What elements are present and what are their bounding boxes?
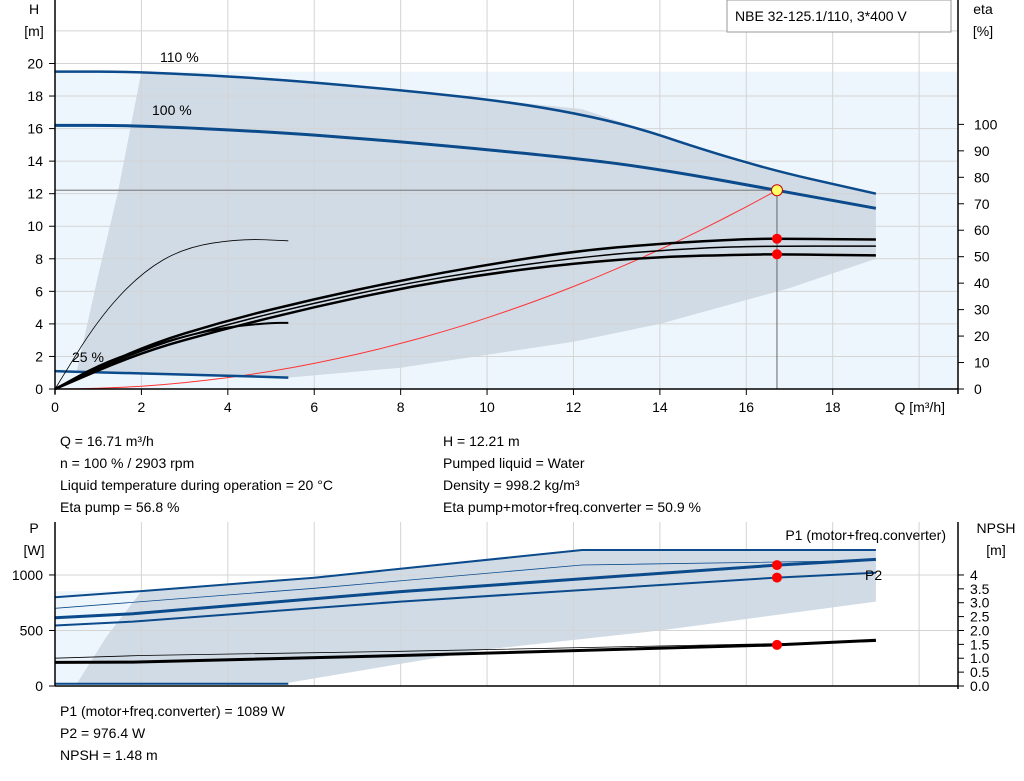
- p1-curve: [54, 557, 876, 620]
- results-right: H = 12.21 m Pumped liquid = Water Densit…: [443, 430, 701, 518]
- y-tick-label: 20: [27, 55, 43, 71]
- y-tick-label: 12: [27, 186, 43, 202]
- curve-label-100: 100 %: [152, 102, 192, 118]
- pump-title: NBE 32-125.1/110, 3*400 V: [735, 8, 907, 24]
- head-curve-110: [55, 70, 877, 195]
- y2-tick-label: 80: [974, 169, 990, 185]
- p-axis-label: P: [29, 520, 38, 536]
- y-tick-label: 16: [27, 121, 43, 137]
- result-p2: P2 = 976.4 W: [60, 725, 146, 741]
- y2-tick-label: 20: [974, 328, 990, 344]
- x-tick-label: 6: [310, 399, 318, 415]
- npsh-point: [771, 639, 782, 650]
- result-npsh: NPSH = 1.48 m: [60, 747, 158, 763]
- y2-tick-label: 100: [974, 116, 998, 132]
- result-h: H = 12.21 m: [443, 433, 520, 449]
- p1-label: P1 (motor+freq.converter): [785, 527, 946, 543]
- result-n: n = 100 % / 2903 rpm: [60, 455, 195, 471]
- p-axis-unit: [W]: [24, 542, 45, 558]
- p-tick-label: 1000: [12, 567, 43, 583]
- y-tick-label: 4: [35, 316, 43, 332]
- p1-point: [771, 560, 782, 571]
- result-liquid: Pumped liquid = Water: [443, 455, 585, 471]
- y2-axis-unit: [%]: [973, 23, 993, 39]
- eta-total-point: [771, 249, 782, 260]
- p2-point: [771, 572, 782, 583]
- x-tick-label: 4: [224, 399, 232, 415]
- y-tick-label: 18: [27, 88, 43, 104]
- y2-tick-label: 60: [974, 222, 990, 238]
- npsh-tick-label: 3.5: [970, 581, 990, 597]
- npsh-tick-label: 2.5: [970, 609, 990, 625]
- npsh-tick-label: 3.0: [970, 595, 990, 611]
- npsh-tick-label: 0.0: [970, 678, 990, 694]
- result-temp: Liquid temperature during operation = 20…: [60, 477, 333, 493]
- duty-point: [770, 184, 783, 197]
- y-tick-label: 14: [27, 153, 43, 169]
- result-q: Q = 16.71 m³/h: [60, 433, 154, 449]
- head-curve-25: [54, 369, 289, 379]
- npsh-tick-label: 2.0: [970, 622, 990, 638]
- results-power: P1 (motor+freq.converter) = 1089 W P2 = …: [60, 700, 285, 766]
- bg: [55, 64, 142, 73]
- npsh-curve: [54, 641, 876, 659]
- x-tick-label: 16: [739, 399, 755, 415]
- y-axis-label: H: [29, 1, 39, 17]
- npsh-axis-unit: [m]: [986, 542, 1005, 558]
- title-box: [726, 0, 952, 33]
- eta-curve: [54, 239, 289, 390]
- y-tick-label: 2: [35, 348, 43, 364]
- x-tick-label: 14: [652, 399, 668, 415]
- eta-curve: [54, 237, 876, 391]
- npsh-tick-label: 0.5: [970, 664, 990, 680]
- x-axis-label: Q [m³/h]: [894, 399, 945, 415]
- operating-envelope: [76, 71, 876, 378]
- y-tick-label: 10: [27, 218, 43, 234]
- curve-label-25: 25 %: [72, 349, 104, 365]
- system-curve: [54, 189, 778, 390]
- y2-tick-label: 50: [974, 249, 990, 265]
- x-tick-label: 0: [51, 399, 59, 415]
- y-tick-label: 8: [35, 251, 43, 267]
- npsh-tick-label: 1.0: [970, 650, 990, 666]
- npsh-tick-label: 4: [970, 567, 978, 583]
- eta-pump-point: [771, 233, 782, 244]
- y-axis-unit: [m]: [24, 23, 43, 39]
- p2-curve: [54, 571, 876, 627]
- results-left: Q = 16.71 m³/h n = 100 % / 2903 rpm Liqu…: [60, 430, 333, 518]
- x-tick-label: 8: [397, 399, 405, 415]
- result-eta-pump: Eta pump = 56.8 %: [60, 499, 180, 515]
- result-density: Density = 998.2 kg/m³: [443, 477, 580, 493]
- eta-curve: [54, 321, 289, 390]
- y2-tick-label: 30: [974, 302, 990, 318]
- y2-tick-label: 70: [974, 196, 990, 212]
- npsh-tick-label: 1.5: [970, 636, 990, 652]
- x-tick-label: 12: [566, 399, 582, 415]
- y2-tick-label: 90: [974, 143, 990, 159]
- p2-label: P2: [865, 567, 882, 583]
- result-eta-total: Eta pump+motor+freq.converter = 50.9 %: [443, 499, 701, 515]
- p-tick-label: 500: [20, 622, 44, 638]
- y2-axis-label: eta: [973, 1, 993, 17]
- result-p1: P1 (motor+freq.converter) = 1089 W: [60, 703, 285, 719]
- y-tick-label: 6: [35, 283, 43, 299]
- p-tick-label: 0: [35, 678, 43, 694]
- curve-label-110: 110 %: [160, 49, 199, 65]
- x-tick-label: 10: [479, 399, 495, 415]
- head-curve-100: [55, 123, 877, 210]
- y-tick-label: 0: [35, 381, 43, 397]
- p-curve: [54, 560, 876, 609]
- npsh-axis-label: NPSH: [977, 520, 1016, 536]
- p-curve: [54, 549, 876, 599]
- y2-tick-label: 0: [974, 381, 982, 397]
- x-tick-label: 2: [138, 399, 146, 415]
- eta-curve: [54, 253, 876, 391]
- y2-tick-label: 40: [974, 275, 990, 291]
- y2-tick-label: 10: [974, 355, 990, 371]
- x-tick-label: 18: [825, 399, 841, 415]
